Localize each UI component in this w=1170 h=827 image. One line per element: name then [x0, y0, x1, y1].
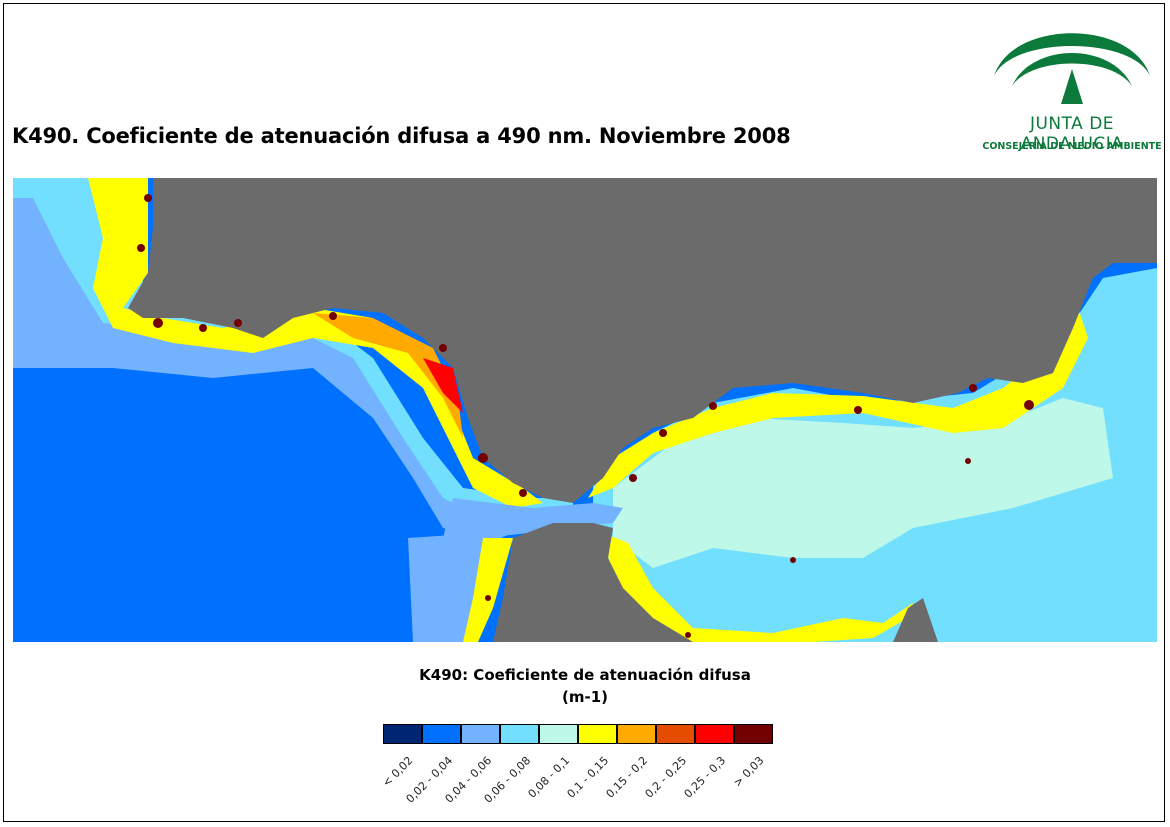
- legend-swatch: [500, 724, 539, 744]
- legend-swatch: [383, 724, 422, 744]
- logo: JUNTA DE ANDALUCIA CONSEJERÍA DE MEDIO A…: [982, 14, 1162, 164]
- legend-label: 0,1 - 0,15: [564, 754, 611, 801]
- coastal-band-orange: [313, 313, 463, 438]
- legend-swatch: [695, 724, 734, 744]
- shelf-band-light-blue: [13, 178, 573, 538]
- page-frame: [3, 3, 1165, 822]
- legend-swatch: [617, 724, 656, 744]
- page-title: K490. Coeficiente de atenuación difusa a…: [12, 124, 791, 148]
- logo-name: JUNTA DE ANDALUCIA: [1020, 114, 1124, 154]
- legend-title-text: K490: Coeficiente de atenuación difusa: [419, 666, 751, 684]
- coastal-band-red: [423, 358, 463, 413]
- legend-swatch: [539, 724, 578, 744]
- k490-map: [13, 178, 1157, 642]
- legend-label: 0,2 - 0,25: [642, 754, 689, 801]
- legend-swatch: [578, 724, 617, 744]
- land-morocco: [493, 523, 693, 642]
- legend-label: 0,15 - 0,2: [603, 754, 650, 801]
- morocco-coastal-yellow: [603, 533, 913, 642]
- legend-label: < 0,02: [380, 754, 416, 790]
- land-iberia: [128, 178, 1157, 503]
- alboran-light-green: [613, 398, 1113, 568]
- legend-title: K490: Coeficiente de atenuación difusa (…: [300, 664, 870, 708]
- alboran-coastal-yellow: [588, 308, 1088, 498]
- junta-andalucia-emblem-icon: [994, 33, 1150, 104]
- legend-swatch: [734, 724, 773, 744]
- coastal-band-yellow: [88, 178, 543, 508]
- legend: < 0,02 0,02 - 0,04 0,04 - 0,06 0,06 - 0,08 0…: [380, 724, 773, 824]
- shelf-band-cyan: [13, 178, 573, 518]
- legend-swatch: [422, 724, 461, 744]
- legend-swatch: [656, 724, 695, 744]
- legend-label: > 0,03: [731, 754, 767, 790]
- logo-department: CONSEJERÍA DE MEDIO AMBIENTE: [982, 141, 1162, 152]
- atlantic-morocco-yellow: [463, 538, 513, 642]
- land-cape-tres-forcas: [893, 598, 938, 642]
- legend-unit: (m-1): [561, 688, 608, 706]
- legend-swatch: [461, 724, 500, 744]
- strait-light-blue: [433, 498, 623, 578]
- turbid-spots: [137, 194, 1034, 638]
- legend-label: 0,08 - 0,1: [525, 754, 572, 801]
- legend-label: 0,25 - 0,3: [681, 754, 728, 801]
